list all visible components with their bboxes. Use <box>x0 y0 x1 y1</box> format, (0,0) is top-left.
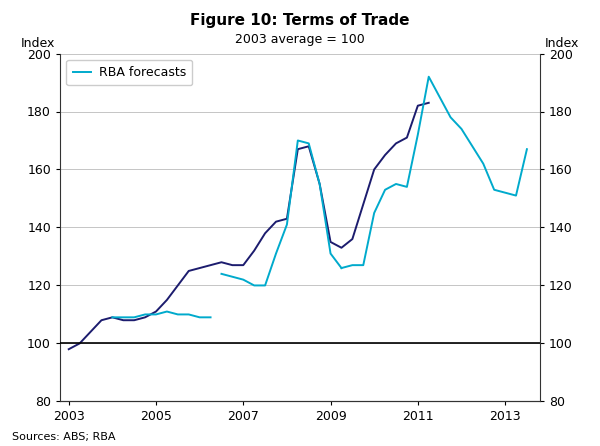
Text: Index: Index <box>545 37 579 50</box>
Legend: RBA forecasts: RBA forecasts <box>66 60 192 85</box>
Text: Index: Index <box>21 37 55 50</box>
Text: Sources: ABS; RBA: Sources: ABS; RBA <box>12 432 115 442</box>
Text: 2003 average = 100: 2003 average = 100 <box>235 33 365 46</box>
Text: Figure 10: Terms of Trade: Figure 10: Terms of Trade <box>190 13 410 29</box>
